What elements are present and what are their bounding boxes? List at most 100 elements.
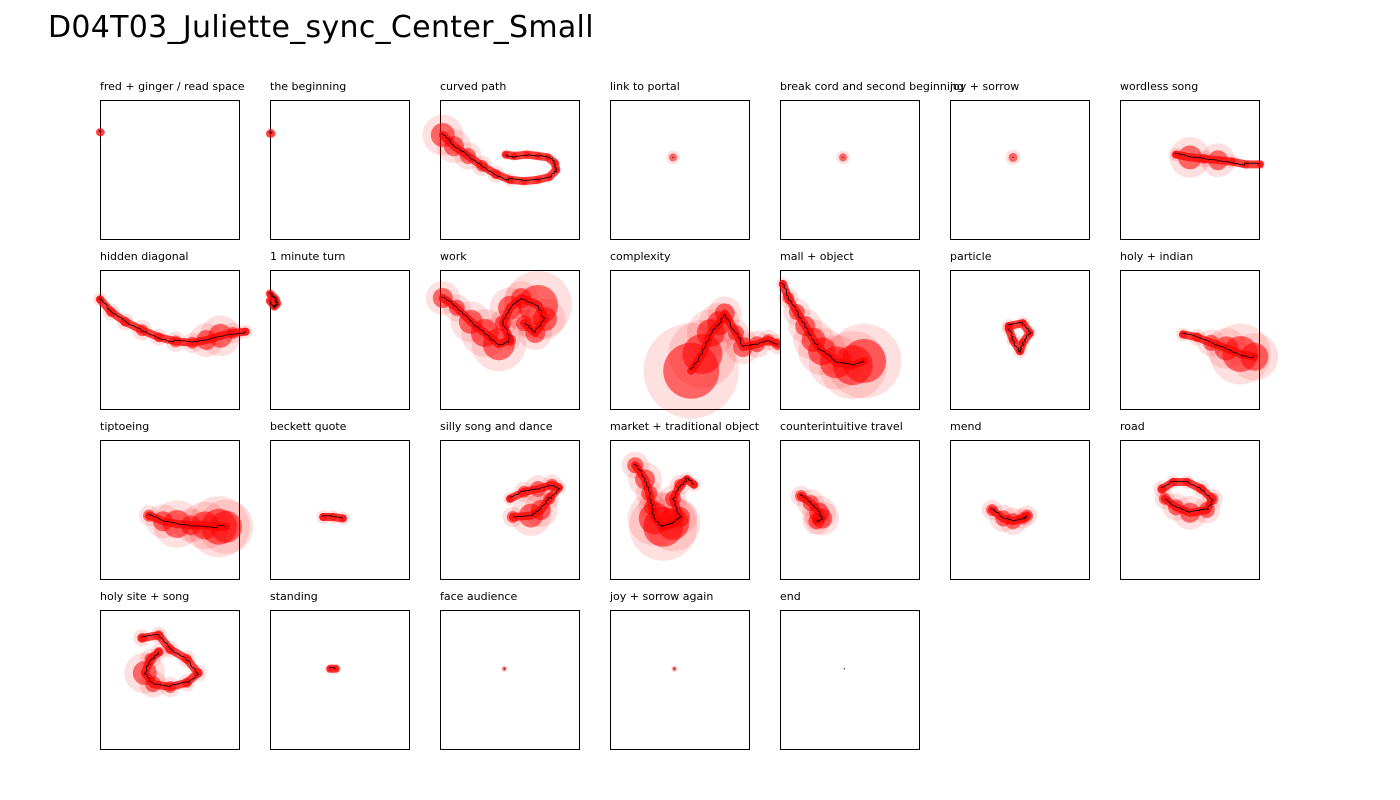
trajectory-line bbox=[441, 133, 558, 182]
plot-area bbox=[270, 610, 410, 750]
chart-panel: link to portal bbox=[610, 80, 810, 260]
plot-frame bbox=[270, 610, 410, 750]
heat-band bbox=[1158, 478, 1217, 517]
panel-title: joy + sorrow again bbox=[610, 590, 714, 603]
panel-title: complexity bbox=[610, 250, 671, 263]
trajectory-line bbox=[1181, 332, 1255, 358]
heat-band bbox=[96, 295, 250, 347]
trajectory-point bbox=[503, 668, 505, 670]
plot-frame bbox=[440, 610, 580, 750]
trajectory-point bbox=[672, 156, 674, 158]
panel-title: work bbox=[440, 250, 467, 263]
heat-band bbox=[319, 513, 347, 523]
chart-panel: fred + ginger / read space bbox=[96, 80, 300, 260]
chart-panel: joy + sorrow bbox=[950, 80, 1150, 260]
chart-panel: 1 minute turn bbox=[264, 250, 470, 430]
chart-panel: hidden diagonal bbox=[93, 250, 300, 430]
plot-area bbox=[440, 610, 580, 750]
heat-layer bbox=[316, 510, 350, 526]
panel-title: silly song and dance bbox=[440, 420, 553, 433]
plot-area bbox=[440, 440, 580, 580]
chart-panel: standing bbox=[270, 590, 470, 770]
plot-frame bbox=[610, 100, 750, 240]
heat-band bbox=[797, 492, 826, 526]
panel-title: mend bbox=[950, 420, 982, 433]
heat-layer bbox=[1176, 323, 1279, 385]
plot-frame bbox=[1120, 270, 1260, 410]
plot-area bbox=[425, 270, 580, 410]
plot-area bbox=[1120, 270, 1279, 410]
heat-layer bbox=[1169, 137, 1266, 178]
chart-panel: particle bbox=[950, 250, 1150, 430]
trajectory-line bbox=[322, 515, 343, 519]
trajectory-line bbox=[441, 296, 546, 346]
trajectory-line bbox=[98, 297, 246, 343]
plot-frame bbox=[610, 610, 750, 750]
chart-panel: break cord and second beginning bbox=[780, 80, 980, 260]
plot-area bbox=[950, 440, 1090, 580]
plot-area bbox=[1120, 100, 1266, 240]
panel-title: fred + ginger / read space bbox=[100, 80, 245, 93]
plot-area bbox=[780, 610, 920, 750]
chart-panel: market + traditional object bbox=[610, 420, 810, 600]
plot-area bbox=[100, 440, 254, 580]
chart-panel: end bbox=[780, 590, 980, 770]
plot-frame bbox=[440, 440, 580, 580]
chart-panel: the beginning bbox=[266, 80, 470, 260]
chart-panel: wordless song bbox=[1120, 80, 1320, 260]
plot-area bbox=[780, 440, 920, 580]
plot-area bbox=[610, 440, 750, 580]
plot-area bbox=[1120, 440, 1260, 580]
plot-area bbox=[266, 100, 410, 240]
heat-layer bbox=[1153, 475, 1223, 530]
panel-title: counterintuitive travel bbox=[780, 420, 903, 433]
chart-panel: beckett quote bbox=[270, 420, 470, 600]
trajectory-line bbox=[268, 292, 280, 309]
panel-title: curved path bbox=[440, 80, 507, 93]
plot-area bbox=[264, 270, 410, 410]
panel-title: holy + indian bbox=[1120, 250, 1194, 263]
plot-area bbox=[93, 270, 253, 410]
panel-title: face audience bbox=[440, 590, 518, 603]
plot-frame bbox=[270, 100, 410, 240]
chart-panel: face audience bbox=[440, 590, 640, 770]
trajectory-line bbox=[633, 463, 695, 528]
plot-area bbox=[776, 270, 920, 410]
panel-title: particle bbox=[950, 250, 992, 263]
heat-layer bbox=[325, 663, 341, 674]
trajectory-line bbox=[329, 667, 336, 670]
heat-layer bbox=[138, 496, 254, 558]
panel-title: beckett quote bbox=[270, 420, 347, 433]
panel-title: end bbox=[780, 590, 801, 603]
plot-area bbox=[780, 100, 920, 240]
plot-frame bbox=[1120, 100, 1260, 240]
plot-area bbox=[270, 440, 410, 580]
chart-panel: mall + object bbox=[776, 250, 980, 430]
page-title: D04T03_Juliette_sync_Center_Small bbox=[48, 10, 594, 45]
chart-panel: complexity bbox=[610, 250, 810, 430]
panel-title: break cord and second beginning bbox=[780, 80, 964, 93]
heat-band bbox=[1172, 150, 1264, 169]
panel-title: mall + object bbox=[780, 250, 854, 263]
panel-title: hidden diagonal bbox=[100, 250, 189, 263]
plot-area bbox=[100, 610, 240, 750]
panel-title: joy + sorrow bbox=[950, 80, 1020, 93]
plot-area bbox=[422, 100, 580, 240]
chart-panel: mend bbox=[950, 420, 1150, 600]
plot-area bbox=[610, 100, 750, 240]
plot-area bbox=[610, 610, 750, 750]
trajectory-line bbox=[990, 508, 1028, 522]
trajectory-line bbox=[1007, 322, 1032, 354]
chart-panel: curved path bbox=[422, 80, 640, 260]
panel-title: 1 minute turn bbox=[270, 250, 346, 263]
trajectory-line bbox=[140, 634, 200, 687]
panel-title: the beginning bbox=[270, 80, 347, 93]
chart-panel: tiptoeing bbox=[100, 420, 300, 600]
panel-title: link to portal bbox=[610, 80, 680, 93]
trajectory-line bbox=[268, 131, 273, 134]
trajectory-line bbox=[147, 514, 227, 529]
heat-layer bbox=[93, 292, 253, 357]
plot-frame bbox=[100, 610, 240, 750]
plot-frame bbox=[780, 610, 920, 750]
plot-frame bbox=[100, 100, 240, 240]
